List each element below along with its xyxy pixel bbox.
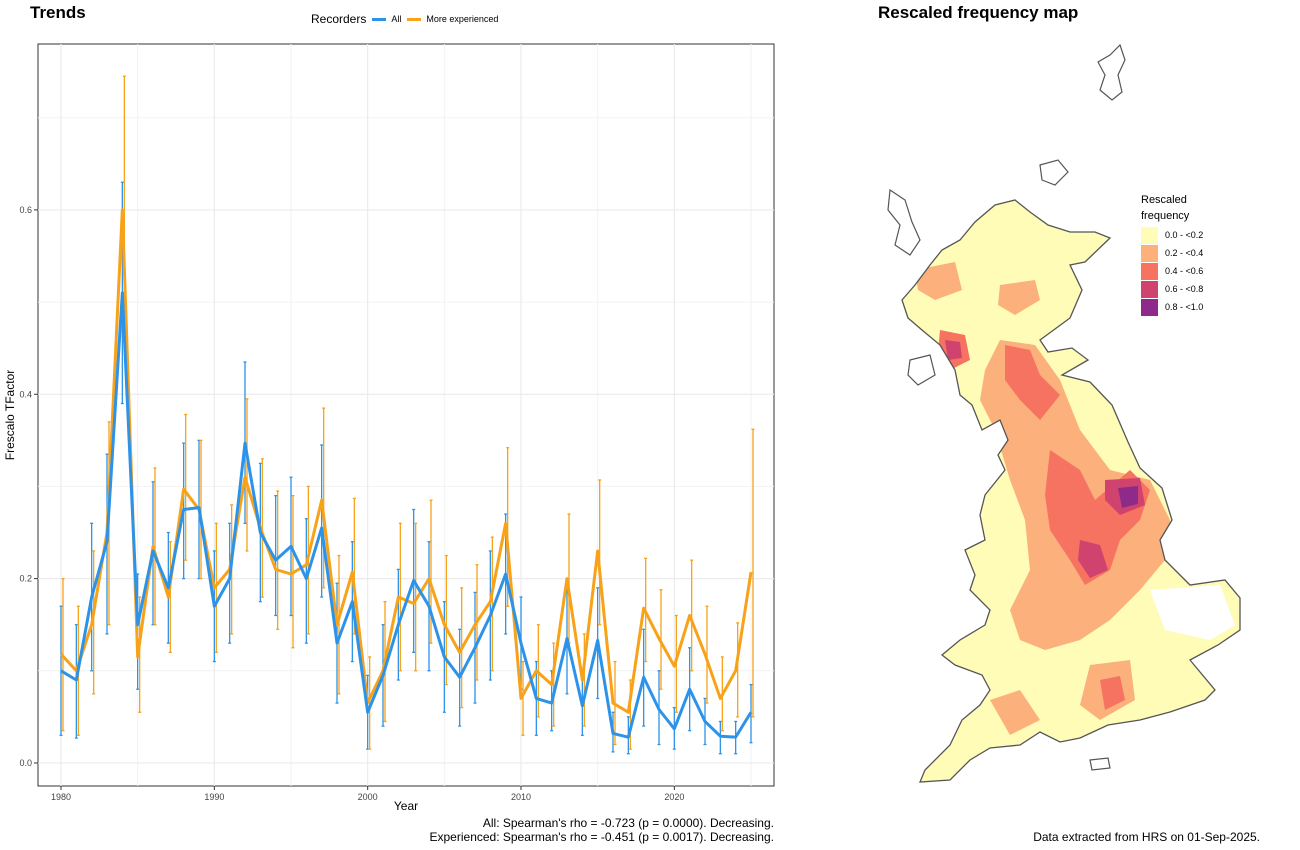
error-bar	[274, 495, 278, 617]
y-axis-label: Frescalo TFactor	[3, 370, 17, 460]
error-bar	[260, 458, 264, 598]
surface-band-3d	[1100, 676, 1125, 710]
error-bar	[320, 444, 324, 598]
map-title: Rescaled frequency map	[878, 3, 1079, 22]
map-legend: Rescaled frequency 0.0 - <0.2 0.2 - <0.4…	[1141, 194, 1203, 316]
y-tick-label: 0.2	[19, 574, 32, 584]
surface-band-2c	[990, 690, 1040, 735]
map-legend-swatch	[1141, 226, 1158, 244]
hebrides-outline	[887, 188, 921, 256]
error-bar	[368, 656, 372, 750]
error-bar	[490, 536, 494, 672]
y-tick-label: 0.6	[19, 205, 32, 215]
error-bar	[598, 479, 602, 626]
gb-outline	[901, 199, 1241, 783]
x-tick-label: 1990	[204, 792, 224, 802]
error-bar	[153, 467, 157, 626]
legend-title: Recorders	[311, 12, 367, 26]
surface-band-4c	[945, 340, 962, 360]
x-axis-label: Year	[394, 799, 418, 813]
map-legend-row: 0.4 - <0.6	[1141, 262, 1203, 280]
map-legend-label: 0.0 - <0.2	[1165, 230, 1204, 240]
plot-panel	[37, 43, 775, 787]
map-legend-row: 0.0 - <0.2	[1141, 226, 1203, 244]
error-bar	[552, 642, 556, 727]
legend-label-experienced: More experienced	[426, 14, 499, 24]
surface-band-3	[1005, 345, 1060, 420]
x-tick-label: 2020	[664, 792, 684, 802]
x-tick-label: 2000	[358, 792, 378, 802]
surface-band-4	[1078, 540, 1108, 578]
britain-frequency-map	[887, 43, 1241, 783]
map-legend-swatch	[1141, 298, 1158, 316]
error-bar	[322, 407, 326, 589]
error-bar	[199, 439, 203, 580]
map-legend-title-2: frequency	[1141, 210, 1190, 222]
y-tick-label: 0.4	[19, 389, 32, 399]
x-tick-label: 2010	[511, 792, 531, 802]
map-legend-row: 0.6 - <0.8	[1141, 280, 1203, 298]
map-legend-swatch	[1141, 262, 1158, 280]
map-legend-swatch	[1141, 280, 1158, 298]
error-bar	[705, 605, 709, 704]
error-bar	[245, 398, 249, 552]
mull-outline	[907, 354, 936, 386]
map-legend-label: 0.8 - <1.0	[1165, 302, 1204, 312]
error-bar	[690, 559, 694, 672]
map-legend-label: 0.4 - <0.6	[1165, 266, 1204, 276]
map-legend-row: 0.8 - <1.0	[1141, 298, 1203, 316]
error-bar	[228, 522, 232, 644]
surface-band-5	[1118, 486, 1138, 508]
legend-key-all	[372, 17, 387, 21]
error-bar	[444, 554, 448, 686]
legend-label-all: All	[391, 14, 402, 24]
surface-band-2e	[915, 262, 962, 300]
map-legend-title-1: Rescaled	[1141, 194, 1187, 206]
map-legend-row: 0.2 - <0.4	[1141, 244, 1203, 262]
trends-title: Trends	[30, 3, 86, 22]
trends-chart: 1980 1990 2000 2010 2020 0.0 0.2 0.4 0.6 Year Fr…	[3, 43, 775, 813]
error-bar	[92, 550, 96, 695]
error-bar	[214, 522, 218, 653]
error-bar	[168, 541, 172, 653]
y-tick-label: 0.0	[19, 758, 32, 768]
stats-all: All: Spearman's rho = -0.723 (p = 0.0000…	[482, 816, 774, 830]
error-bar	[521, 660, 525, 736]
wight-outline	[1089, 757, 1111, 771]
error-bar	[304, 518, 308, 644]
error-bar	[751, 428, 755, 718]
error-bar	[414, 522, 418, 672]
surface-gap	[1150, 585, 1235, 640]
error-bar	[337, 554, 341, 695]
axis-layer: 1980 1990 2000 2010 2020 0.0 0.2 0.4 0.6	[19, 205, 684, 802]
error-bar	[736, 622, 740, 718]
series-line-all	[60, 291, 753, 739]
error-bar	[429, 499, 433, 644]
stats-experienced: Experienced: Spearman's rho = -0.451 (p …	[429, 830, 775, 844]
series-lines-layer	[59, 208, 753, 739]
legend-key-experienced	[407, 17, 422, 21]
shetland-outline	[1097, 43, 1126, 101]
map-legend-swatch	[1141, 244, 1158, 262]
map-legend-label: 0.2 - <0.4	[1165, 248, 1204, 258]
map-legend-label: 0.6 - <0.8	[1165, 284, 1204, 294]
surface-band-2d	[998, 280, 1040, 315]
extract-note: Data extracted from HRS on 01-Sep-2025.	[1033, 830, 1260, 844]
error-bar	[184, 413, 188, 561]
x-tick-label: 1980	[51, 792, 71, 802]
chart-legend: Recorders All More experienced	[311, 12, 498, 26]
error-bar	[582, 633, 586, 727]
orkney-outline	[1039, 159, 1069, 186]
